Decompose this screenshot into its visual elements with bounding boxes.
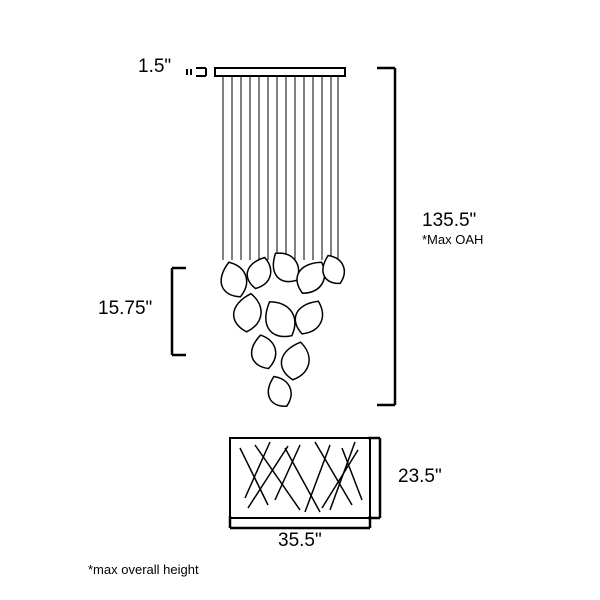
diagram-stage: 1.5" 15.75" 135.5" *Max OAH 23.5" 35.5" …	[0, 0, 600, 600]
canopy-height-label: 1.5"	[138, 56, 171, 78]
pendant-height-label: 15.75"	[98, 298, 152, 320]
overall-height-label: 135.5"	[422, 210, 476, 232]
plan-depth-label: 23.5"	[398, 466, 442, 488]
plan-width-label: 35.5"	[278, 530, 322, 552]
diagram-svg	[0, 0, 600, 600]
overall-height-note: *Max OAH	[422, 232, 483, 247]
footnote: *max overall height	[88, 562, 199, 577]
